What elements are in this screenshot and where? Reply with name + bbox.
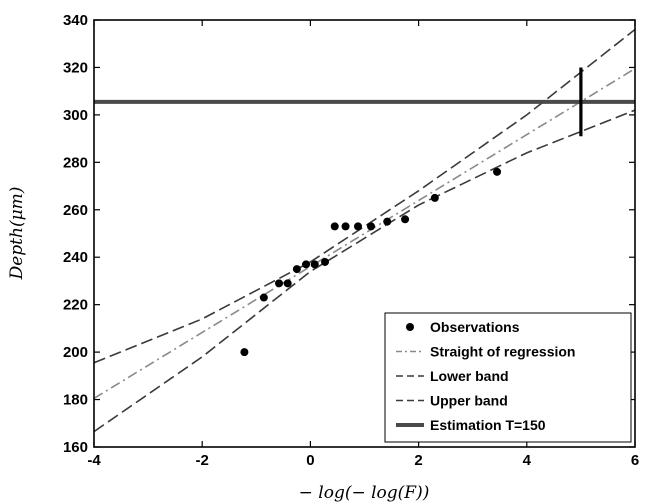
observation-point [354,222,363,231]
y-tick-label: 220 [63,297,88,314]
y-tick-label: 180 [63,392,88,409]
legend-label-estimation-t-150: Estimation T=150 [430,417,546,433]
ticks-layer: -4 -2 0 2 4 6 160 180 200 220 240 260 280 300 320 340 [63,12,639,469]
x-tick-label: -2 [196,452,209,469]
y-tick-label: 160 [63,439,88,456]
observation-point [275,279,284,288]
observation-point [302,260,311,269]
y-tick-label: 280 [63,154,88,171]
observation-point [259,293,268,302]
observation-point [292,265,301,274]
observation-point [283,279,292,288]
x-tick-label: -4 [87,452,101,469]
data-layer [94,28,635,433]
x-tick-label: 4 [523,452,532,469]
legend-label-lower-band: Lower band [430,368,509,384]
legend-label-straight-of-regression: Straight of regression [430,344,575,360]
legend: Observations Straight of regression Lower … [384,312,632,443]
observation-point [430,193,439,202]
y-axis-label: Depth(μm) [7,187,27,281]
y-tick-label: 300 [63,107,88,124]
legend-box [384,312,632,443]
x-tick-label: 0 [306,452,314,469]
observation-point [401,215,410,224]
observation-point [321,257,330,266]
legend-label-observations: Observations [430,319,520,335]
observation-point [310,260,319,269]
y-tick-label: 240 [63,249,88,266]
x-axis-label: − log(− log(F)) [299,483,430,503]
y-tick-label: 260 [63,202,88,219]
observation-point [366,222,375,231]
straight-of-regression-line [94,67,635,400]
lower-band-line [94,109,635,433]
y-tick-label: 320 [63,59,88,76]
plot-frame [93,19,636,448]
observation-point [341,222,350,231]
observation-point [240,348,249,357]
x-tick-label: 6 [631,452,639,469]
x-tick-label: 2 [414,452,422,469]
observation-point [383,217,392,226]
y-tick-label: 340 [63,12,88,29]
legend-marker-observations [406,323,414,331]
legend-label-upper-band: Upper band [430,393,508,409]
observation-point [493,167,502,176]
observation-point [330,222,339,231]
y-tick-label: 200 [63,344,88,361]
